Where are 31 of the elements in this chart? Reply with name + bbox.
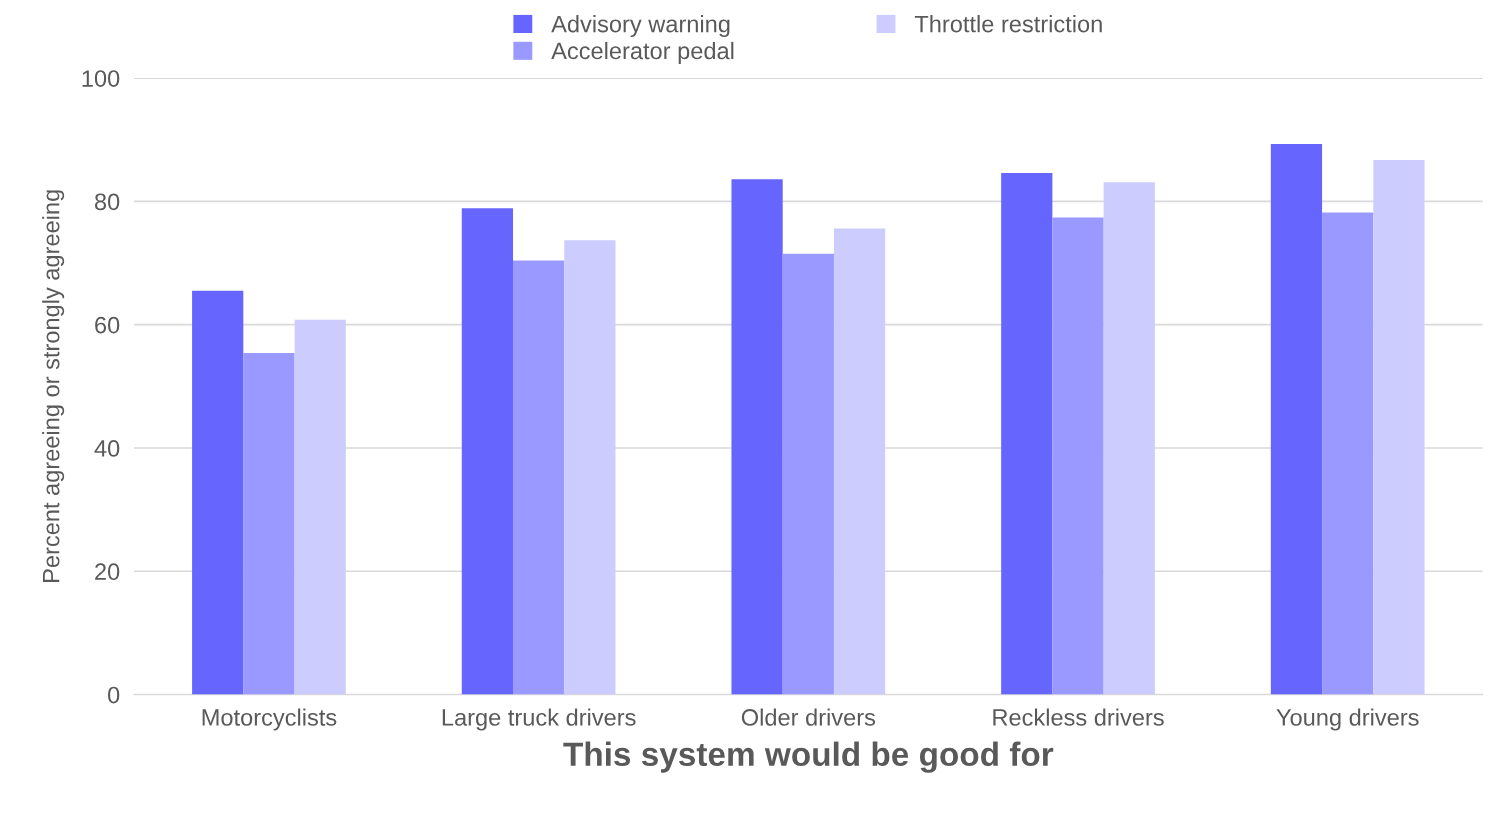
bar [192,290,244,695]
bar [1373,160,1425,695]
x-tick-label: Motorcyclists [202,708,337,731]
legend-label: Throttle restriction [914,15,1102,33]
bar [243,353,295,695]
y-axis-title: Percent agreeing or strongly agreeing [42,190,65,582]
y-tick-label: 40 [94,440,120,457]
bar [294,319,346,695]
legend-label: Accelerator pedal [551,41,734,64]
x-tick-label: Reckless drivers [993,708,1164,726]
bar [564,240,616,695]
y-tick-label: 80 [94,193,120,211]
x-axis-title: This system would be good for [563,741,1054,773]
y-tick-label: 0 [108,686,120,704]
bar [782,253,834,695]
bar [1322,212,1374,695]
bar [731,179,783,695]
bar [513,260,565,695]
bar [1270,144,1323,695]
bar [1052,217,1104,695]
x-tick-label: Young drivers [1276,708,1419,731]
y-tick-label: 100 [82,70,120,87]
x-tick-label: Large truck drivers [442,708,636,731]
legend-label: Advisory warning [551,15,730,38]
y-tick-label: 60 [95,316,120,334]
bar [1103,182,1155,695]
y-tick-label: 20 [95,563,120,581]
bar [833,228,886,695]
bar [461,208,514,695]
x-tick-label: Older drivers [741,708,876,726]
bar [1001,173,1053,695]
